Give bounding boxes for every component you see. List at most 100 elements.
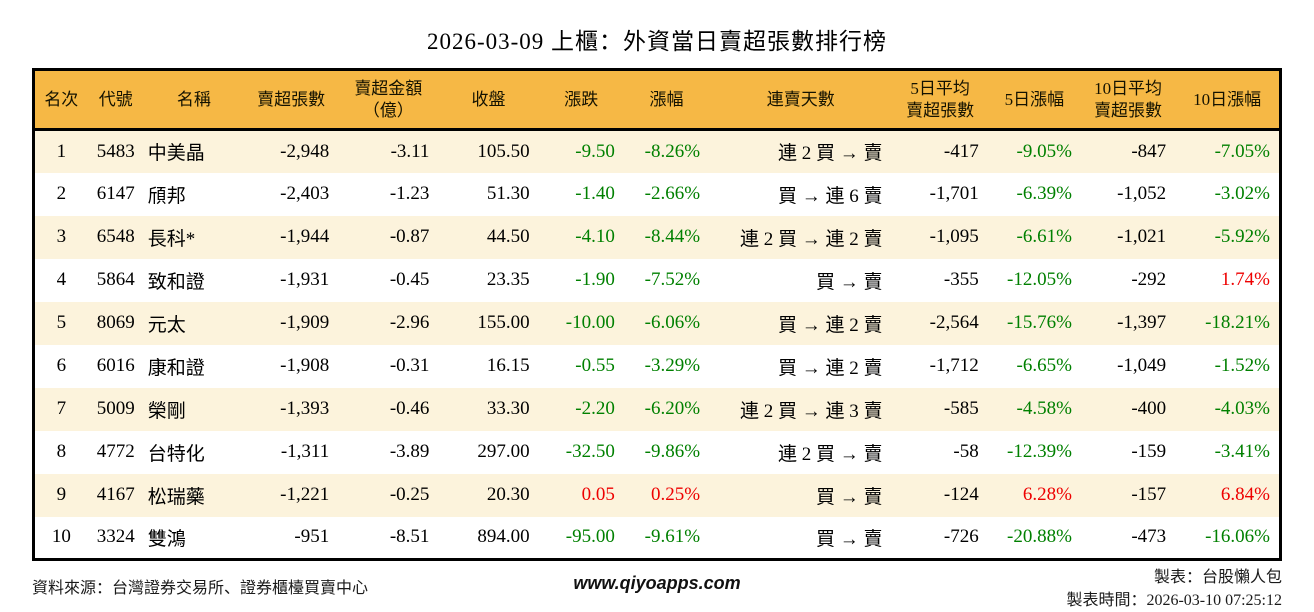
column-header-rank: 名次: [44, 89, 79, 109]
cell-pct10: -5.92%: [1214, 226, 1270, 247]
cell-change: -10.00: [565, 312, 615, 333]
cell-close-price: 297.00: [477, 441, 530, 462]
cell-pct10: -3.02%: [1214, 183, 1270, 204]
cell-close-price: 23.35: [486, 269, 530, 290]
cell-pct5: -4.58%: [1016, 398, 1072, 419]
cell-change: -32.50: [565, 441, 615, 462]
cell-avg5: -124: [943, 484, 979, 505]
cell-stock-name: 台特化: [147, 443, 205, 465]
table-row: 5 8069 元太 -1,909 -2.96 155.00 -10.00 -6.…: [33, 301, 1281, 345]
cell-streak: 買 → 連 2 賣: [778, 357, 883, 379]
cell-avg5: -355: [943, 269, 979, 290]
cell-avg5: -417: [943, 140, 979, 162]
cell-close-price: 894.00: [477, 526, 530, 548]
table-row: 3 6548 長科* -1,944 -0.87 44.50 -4.10 -8.4…: [33, 215, 1281, 259]
cell-sell-amount: -2.96: [389, 312, 430, 333]
cell-stock-name: 長科*: [147, 228, 196, 250]
cell-stock-name: 雙鴻: [147, 528, 186, 550]
cell-avg5: -1,712: [929, 355, 979, 376]
cell-rank: 8: [56, 441, 67, 462]
cell-avg5: -726: [943, 526, 979, 548]
table-row: 7 5009 榮剛 -1,393 -0.46 33.30 -2.20 -6.20…: [33, 387, 1281, 431]
cell-change-pct: -6.20%: [644, 398, 701, 419]
cell-avg5: -585: [943, 398, 979, 419]
cell-avg5: -2,564: [929, 312, 979, 333]
column-header-close: 收盤: [471, 89, 506, 109]
cell-avg10: -1,049: [1117, 355, 1167, 376]
cell-sell-amount: -0.87: [389, 226, 430, 247]
cell-stock-code: 5483: [96, 140, 135, 162]
cell-avg5: -1,701: [929, 183, 979, 204]
column-header-sell_amount: 賣超金額 （億）: [354, 79, 423, 120]
cell-sell-shares: -1,393: [280, 398, 330, 419]
cell-sell-amount: -0.31: [389, 355, 430, 376]
cell-stock-name: 頎邦: [147, 185, 186, 207]
cell-sell-shares: -951: [294, 526, 330, 548]
cell-sell-amount: -3.89: [389, 441, 430, 462]
cell-change-pct: -2.66%: [644, 183, 701, 204]
cell-change: -95.00: [565, 526, 615, 548]
cell-sell-shares: -1,909: [280, 312, 330, 333]
column-header-name: 名稱: [176, 89, 211, 109]
cell-stock-code: 4167: [96, 484, 135, 505]
table-row: 4 5864 致和證 -1,931 -0.45 23.35 -1.90 -7.5…: [33, 258, 1281, 302]
cell-streak: 買 → 賣: [816, 271, 883, 293]
cell-change: -1.40: [575, 183, 615, 204]
cell-streak: 連 2 買 → 連 2 賣: [740, 228, 883, 250]
cell-stock-name: 康和證: [147, 357, 205, 379]
cell-pct5: -6.61%: [1016, 226, 1072, 247]
cell-streak: 連 2 買 → 連 3 賣: [740, 400, 883, 422]
cell-change-pct: -8.44%: [644, 226, 701, 247]
column-header-avg10: 10日平均 賣超張數: [1094, 79, 1163, 120]
maker-block: 製表：台股懶人包 製表時間：2026-03-10 07:25:12: [1066, 566, 1282, 612]
cell-streak: 連 2 買 → 賣: [778, 143, 883, 165]
cell-sell-amount: -8.51: [389, 526, 430, 548]
cell-stock-code: 5009: [96, 398, 135, 419]
table-row: 10 3324 雙鴻 -951 -8.51 894.00 -95.00 -9.6…: [33, 516, 1281, 560]
cell-pct5: -12.39%: [1007, 441, 1072, 462]
cell-change-pct: -6.06%: [644, 312, 701, 333]
table-row: 1 5483 中美晶 -2,948 -3.11 105.50 -9.50 -8.…: [33, 129, 1281, 173]
cell-stock-code: 6548: [96, 226, 135, 247]
cell-stock-name: 元太: [147, 314, 186, 336]
column-header-sell_shares: 賣超張數: [257, 89, 326, 109]
cell-close-price: 20.30: [486, 484, 530, 505]
cell-stock-code: 4772: [96, 441, 135, 462]
cell-sell-shares: -1,931: [280, 269, 330, 290]
cell-rank: 10: [51, 526, 71, 548]
cell-change: -0.55: [575, 355, 615, 376]
cell-close-price: 51.30: [486, 183, 530, 204]
cell-streak: 買 → 連 6 賣: [778, 185, 883, 207]
cell-avg5: -1,095: [929, 226, 979, 247]
maker-name: 製表：台股懶人包: [1153, 569, 1282, 586]
cell-pct10: 6.84%: [1220, 484, 1270, 505]
cell-sell-amount: -0.45: [389, 269, 430, 290]
cell-pct10: -1.52%: [1214, 355, 1270, 376]
cell-rank: 7: [56, 398, 67, 419]
cell-pct5: -15.76%: [1007, 312, 1072, 333]
cell-change-pct: 0.25%: [651, 484, 701, 505]
cell-stock-code: 3324: [96, 526, 135, 548]
cell-sell-shares: -2,403: [280, 183, 330, 204]
cell-pct10: 1.74%: [1220, 269, 1270, 290]
cell-sell-shares: -1,311: [280, 441, 330, 462]
cell-sell-shares: -2,948: [280, 140, 330, 162]
table-row: 6 6016 康和證 -1,908 -0.31 16.15 -0.55 -3.2…: [33, 344, 1281, 388]
cell-streak: 買 → 連 2 賣: [778, 314, 883, 336]
cell-rank: 2: [56, 183, 67, 204]
table-header-row: 名次 代號 名稱 賣超張數 賣超金額 （億） 收盤 漲跌 漲幅 連賣天數 5日平均 賣超張數 5日漲…: [33, 69, 1281, 130]
cell-avg10: -473: [1131, 526, 1167, 548]
cell-avg10: -1,052: [1117, 183, 1167, 204]
cell-rank: 6: [56, 355, 67, 376]
website-url: www.qiyoapps.com: [573, 573, 741, 593]
cell-avg10: -159: [1131, 441, 1167, 462]
column-header-pct5: 5日漲幅: [1004, 89, 1065, 109]
cell-pct10: -18.21%: [1205, 312, 1270, 333]
column-header-code: 代號: [98, 89, 133, 109]
cell-avg5: -58: [953, 441, 979, 462]
cell-change-pct: -3.29%: [644, 355, 701, 376]
cell-pct5: -6.39%: [1016, 183, 1072, 204]
cell-avg10: -1,021: [1117, 226, 1167, 247]
column-header-avg5: 5日平均 賣超張數: [906, 79, 975, 120]
